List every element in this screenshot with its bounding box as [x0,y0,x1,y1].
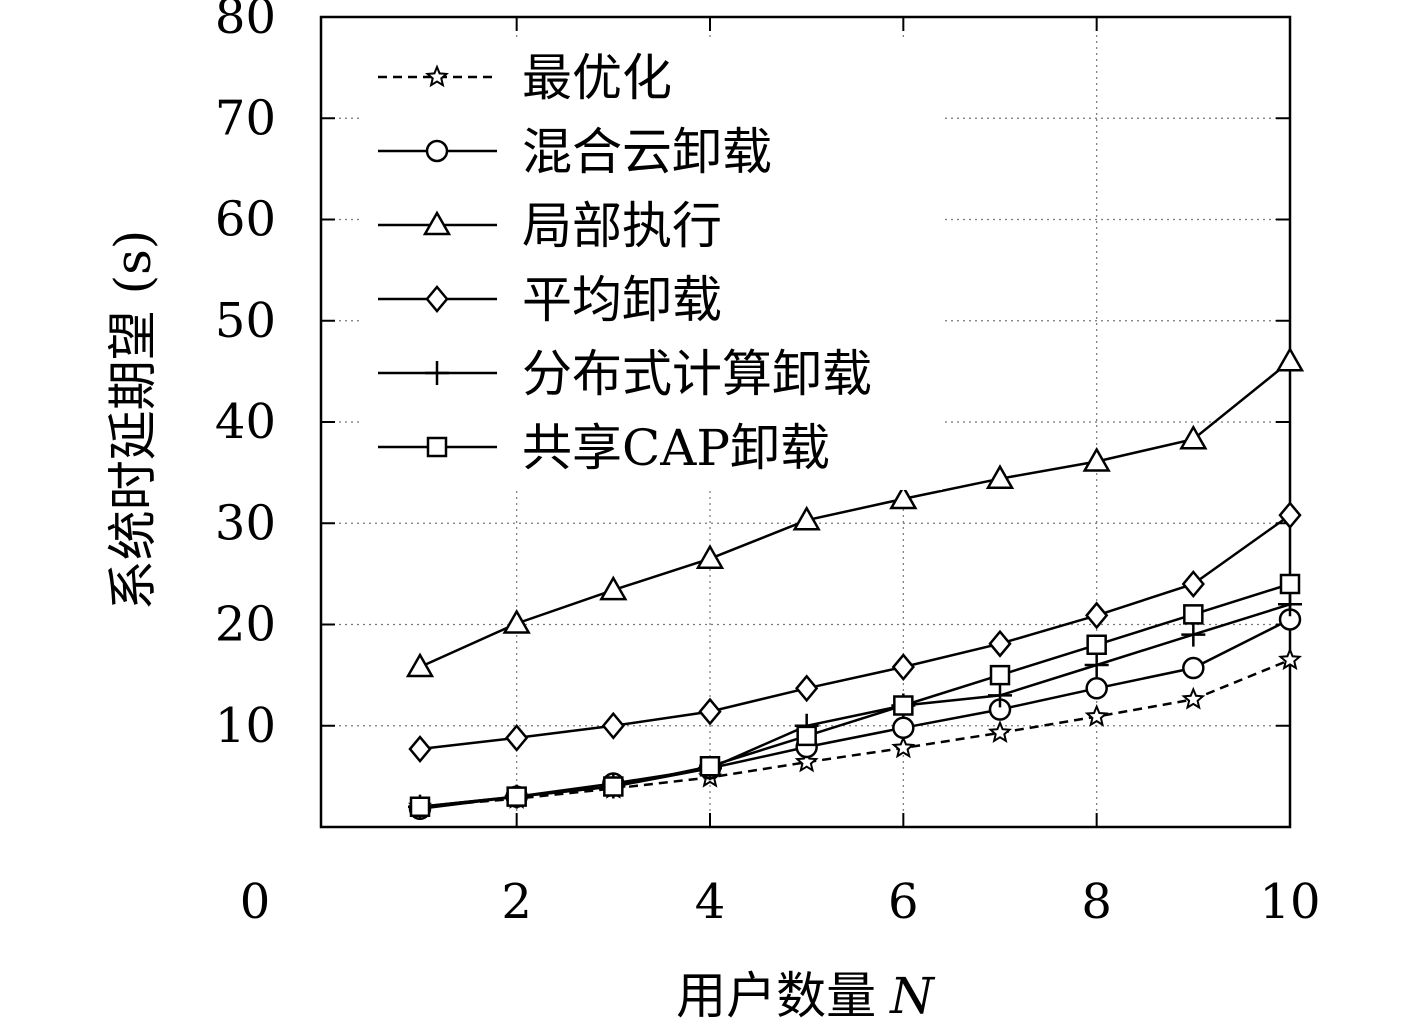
data-point-circle [425,139,449,163]
data-point-square [409,796,431,817]
data-point-star [1084,703,1109,727]
data-point-star [425,64,449,88]
x-tick-label: 2 [501,874,532,930]
x-tick-label: 10 [1259,874,1320,930]
legend-entry: 分布式计算卸载 [378,345,872,403]
data-point-circle [1182,656,1205,680]
data-point-diamond [891,653,915,681]
data-point-diamond [505,723,529,752]
legend-background [362,40,942,490]
x-axis-variable: N [889,967,936,1025]
axis-ticks: 10 20 30 40 50 60 70 80 2 4 6 8 10 0 [215,0,1321,930]
series-line [419,618,1291,811]
y-tick-label: 30 [215,495,276,551]
legend-entry: 最优化 [378,49,672,107]
series-square [409,573,1301,817]
data-point-diamond [1181,570,1205,598]
series-line [419,514,1291,751]
data-point-square [699,756,721,777]
x-tick-label: 8 [1081,874,1112,930]
data-point-diamond [1085,601,1109,630]
y-tick-label: 70 [215,90,276,146]
data-point-triangle [405,652,435,678]
data-point-triangle [1179,424,1208,450]
x-origin-label: 0 [240,874,271,930]
data-point-triangle [695,544,725,569]
legend-label: 局部执行 [522,197,722,255]
data-point-diamond [408,735,432,763]
series-triangle [405,346,1305,678]
legend-entry: 局部执行 [378,197,722,255]
data-point-square [893,695,914,716]
series-line [419,603,1291,809]
data-point-diamond [601,711,625,740]
data-point-triangle [422,210,452,236]
legend-label: 共享CAP卸载 [522,419,830,477]
data-point-star [1278,647,1302,671]
data-point-plus [1278,592,1302,617]
legend-label: 分布式计算卸载 [522,345,872,403]
data-point-triangle [889,484,918,510]
data-point-circle [892,716,915,740]
data-point-triangle [1275,346,1305,372]
series-plus [408,592,1302,819]
data-point-plus [988,683,1012,708]
y-axis-title: 系统时延期望 (s) [104,230,162,611]
data-point-square [1279,573,1301,595]
data-point-plus [1084,653,1109,677]
data-point-square [1183,604,1204,625]
legend-entry: 平均卸载 [378,271,722,329]
x-axis-label: 用户数量 [676,967,876,1025]
data-point-diamond [988,629,1012,658]
data-point-square [989,664,1011,686]
legend-label: 混合云卸载 [522,123,772,181]
data-point-diamond [698,697,722,726]
data-point-star [988,720,1012,744]
data-point-square [426,436,448,458]
data-point-square [506,786,527,807]
legend-label: 平均卸载 [522,271,722,329]
y-tick-label: 40 [215,394,276,450]
series-line [419,658,1291,809]
data-point-triangle [985,464,1015,489]
data-point-square [603,776,624,797]
data-point-plus [1181,622,1206,647]
data-point-star [1181,686,1206,710]
data-point-triangle [792,505,821,531]
y-tick-label: 20 [215,597,276,653]
data-point-star [891,735,916,759]
data-point-star [794,749,819,773]
legend-entry: 混合云卸载 [378,123,772,181]
x-axis-title: 用户数量 N [676,967,936,1025]
legend-label: 最优化 [522,49,672,107]
data-point-square [1086,634,1107,655]
series-layer [405,346,1305,821]
y-tick-label: 60 [215,192,276,248]
series-line [419,360,1291,669]
series-diamond [408,501,1302,763]
x-tick-label: 4 [695,874,726,930]
y-tick-label: 10 [215,698,276,754]
series-circle [408,608,1302,821]
data-point-circle [1085,677,1108,700]
data-point-square [796,725,817,747]
data-point-plus [425,361,449,385]
y-tick-label: 50 [215,293,276,349]
data-point-diamond [795,674,819,703]
data-point-triangle [502,608,531,634]
legend-entry: 共享CAP卸载 [378,419,830,477]
data-point-diamond [425,285,449,313]
x-tick-label: 6 [888,874,919,930]
series-line [419,582,1291,809]
y-tick-label: 80 [215,0,276,45]
data-point-triangle [599,575,628,601]
data-point-triangle [1082,446,1111,472]
data-point-diamond [1278,501,1302,530]
